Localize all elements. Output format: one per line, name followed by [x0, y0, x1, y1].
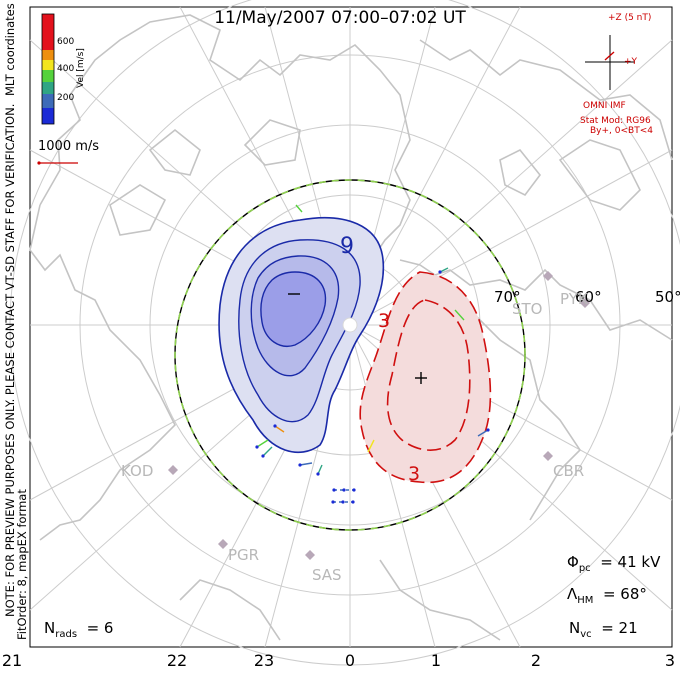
neg-contour-label: 9 — [340, 234, 354, 259]
station-pgr: PGR — [228, 546, 260, 564]
mlt-tick-23: 23 — [253, 651, 275, 670]
map-title: 11/May/2007 07:00–07:02 UT — [214, 8, 466, 28]
station-sto: STO — [512, 300, 543, 318]
velocity-vector-origins — [255, 270, 490, 504]
cross-polar-potential: Φpc = 41 kV — [567, 553, 661, 574]
mlt-tick-1: 1 — [430, 651, 442, 670]
stat-mod-line2: By+, 0<BT<4 — [590, 126, 653, 136]
station-pyk: PYK — [560, 290, 588, 308]
imf-z-label: +Z (5 nT) — [608, 13, 652, 23]
positive-potential-cell — [359, 271, 492, 484]
nrads-value: 6 — [103, 619, 114, 637]
colorbar-tick-200: 200 — [57, 93, 75, 103]
stat-mod-line1: Stat Mod: RG96 — [580, 116, 651, 126]
imf-y-label: +Y — [624, 57, 638, 67]
velocity-colorbar — [41, 13, 55, 125]
pos-center-marker — [415, 372, 427, 384]
mlt-tick-0: 0 — [344, 651, 356, 670]
mlt-tick-22: 22 — [166, 651, 188, 670]
vector-count: Nvc = 21 — [569, 619, 638, 640]
radar-count: Nrads = 6 — [44, 619, 114, 640]
station-cbr: CBR — [553, 462, 585, 480]
hmb-boundary-green — [174, 179, 526, 531]
colorbar-tick-400: 400 — [57, 64, 75, 74]
mlt-tick-3: 3 — [664, 651, 676, 670]
fit-order-label: FitOrder: 8, mapEX format — [15, 489, 29, 640]
station-kod: KOD — [121, 462, 154, 480]
nvc-value: 21 — [618, 619, 638, 637]
velocity-vectors — [256, 204, 489, 503]
imf-source: OMNI IMF — [583, 101, 626, 111]
scale-vector-label: 1000 m/s — [38, 139, 100, 154]
pos-contour-label-top: 3 — [378, 310, 391, 332]
coastlines — [29, 14, 673, 641]
lat-label-70: 70° — [494, 288, 521, 306]
imf-dial — [585, 35, 635, 90]
radar-station-markers — [168, 271, 590, 560]
lat-label-60: 60° — [575, 288, 602, 306]
scale-vector-origin — [37, 161, 41, 165]
colorbar-tick-600: 600 — [57, 37, 75, 47]
colorbar-unit: Vel [m/s] — [76, 48, 86, 88]
coords-label: MLT coordinates — [3, 3, 17, 96]
lambda-value: 68° — [620, 585, 647, 603]
lat-label-50: 50° — [655, 288, 680, 306]
pos-contour-label-bottom: 3 — [408, 463, 421, 485]
mlt-tick-21: 21 — [1, 651, 23, 670]
negative-potential-cell — [218, 216, 385, 454]
mlt-tick-2: 2 — [530, 651, 542, 670]
station-sas: SAS — [312, 566, 342, 584]
plot-frame — [29, 6, 673, 648]
hmb-latitude: ΛHM = 68° — [567, 585, 647, 606]
magnetic-pole — [342, 317, 358, 333]
phi-value: 41 kV — [617, 553, 661, 571]
